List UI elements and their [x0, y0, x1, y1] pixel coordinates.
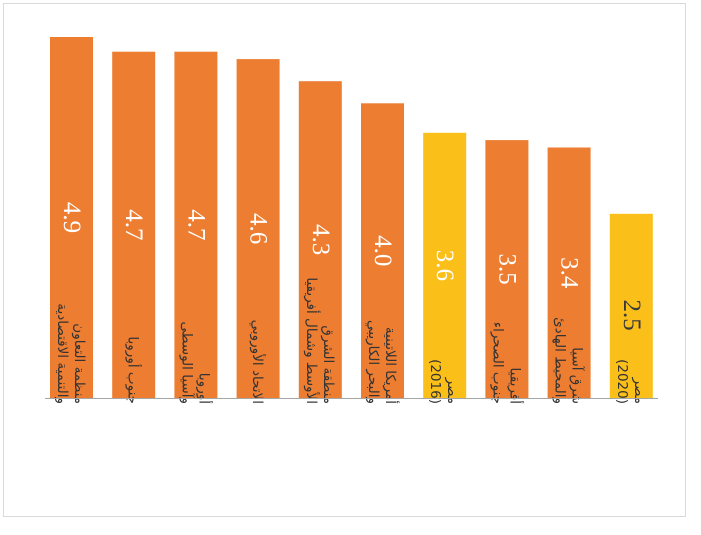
bar-2: [112, 51, 156, 398]
data-label-4: 4.6: [245, 213, 272, 244]
category-label-3: أوروباوآسيا الوسطى: [178, 321, 213, 404]
data-label-6: 4.0: [369, 235, 396, 266]
data-label-7: 3.6: [431, 250, 458, 281]
bar-10: [609, 213, 653, 398]
bar-1: [50, 37, 93, 398]
category-label-2: جنوب أوروبا: [125, 336, 143, 404]
category-label-5: منطقة الشرقالأوسط وشمال أفريقيا: [303, 277, 336, 404]
data-label-1: 4.9: [58, 202, 85, 233]
bar-6: [361, 103, 404, 399]
data-label-2: 4.7: [120, 209, 147, 240]
category-label-6: أمريكا اللاتينيةوالبحر الكاريبي: [365, 320, 400, 404]
bar-9: [547, 147, 591, 398]
category-label-10: مصر(2020): [614, 359, 647, 404]
data-label-10: 2.5: [618, 299, 645, 330]
data-label-9: 3.4: [556, 257, 583, 289]
bar-4: [236, 59, 280, 398]
data-label-3: 4.7: [182, 209, 209, 240]
category-label-9: شرق آسياوالمحيط الهادئ: [552, 317, 586, 404]
category-label-4: الاتحاد الأوروبي: [249, 320, 266, 404]
category-label-8: أفريقياجنوب الصحراء: [489, 322, 524, 404]
bar-5: [298, 81, 342, 398]
bar-8: [485, 140, 529, 398]
data-label-8: 3.5: [493, 253, 520, 284]
bar-3: [174, 51, 218, 398]
data-label-5: 4.3: [307, 224, 334, 255]
bar-7: [423, 132, 467, 399]
category-label-1: منظمة التعاونوالتنمية الاقتصادية: [54, 303, 87, 404]
category-label-7: مصر(2016): [427, 359, 460, 404]
